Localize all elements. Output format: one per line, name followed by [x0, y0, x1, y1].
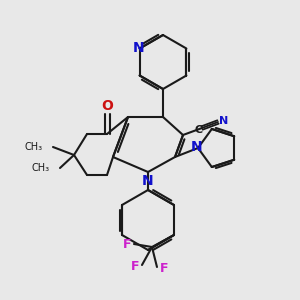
Text: CH₃: CH₃	[25, 142, 43, 152]
Text: F: F	[123, 238, 131, 250]
Text: C: C	[195, 125, 203, 135]
Text: N: N	[142, 174, 154, 188]
Text: N: N	[133, 40, 144, 55]
Text: N: N	[191, 140, 203, 154]
Text: F: F	[160, 262, 168, 275]
Text: O: O	[101, 99, 113, 113]
Text: CH₃: CH₃	[32, 163, 50, 173]
Text: F: F	[131, 260, 139, 274]
Text: N: N	[219, 116, 229, 126]
